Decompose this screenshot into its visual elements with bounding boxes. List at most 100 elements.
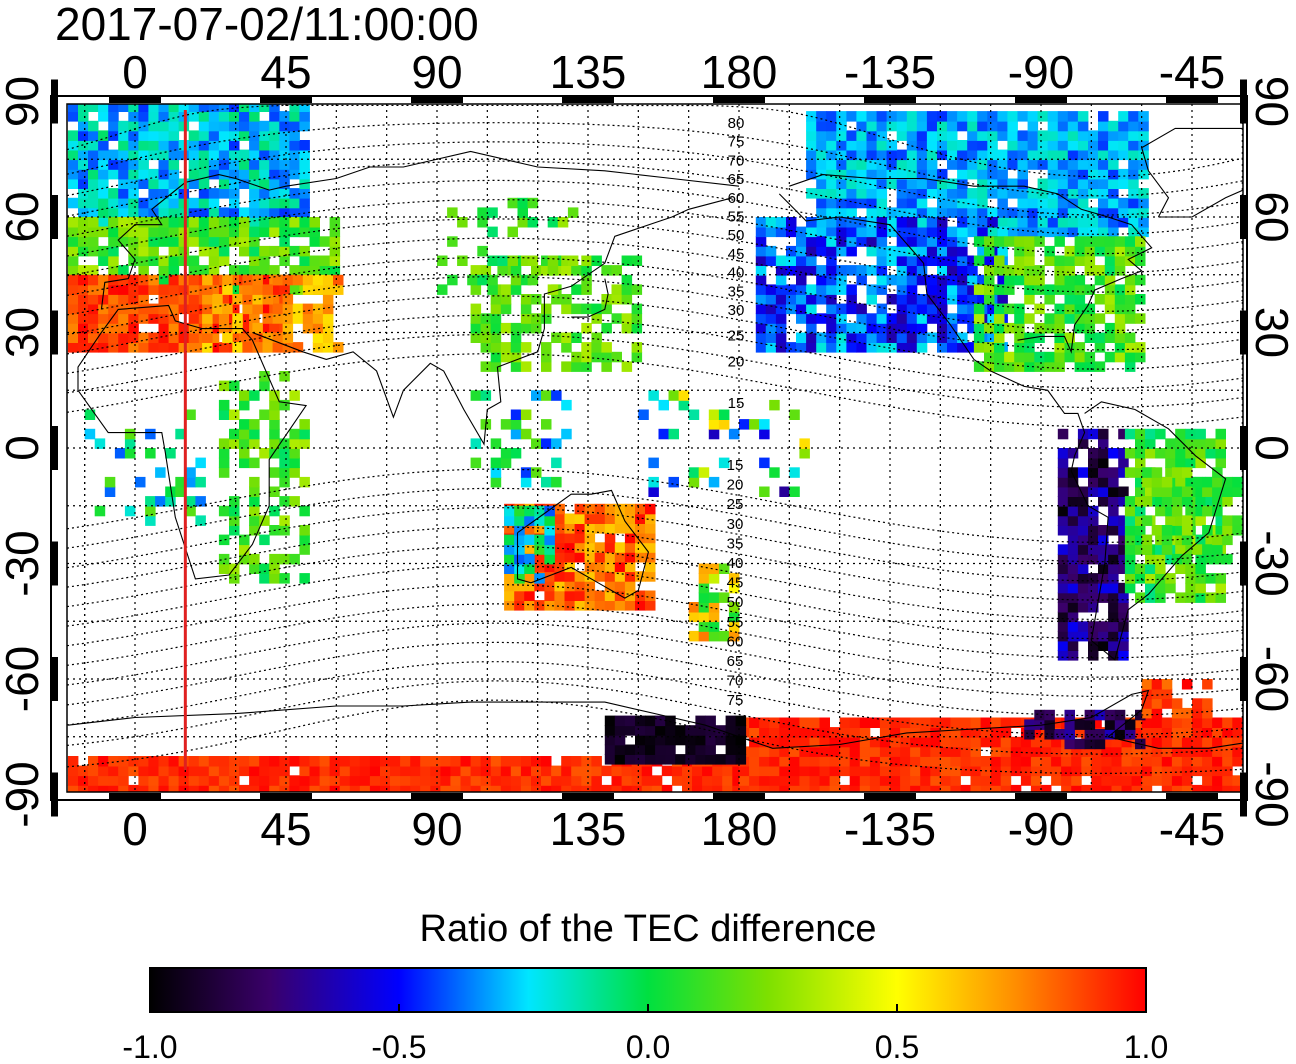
tec-cell bbox=[1098, 563, 1109, 574]
tec-cell bbox=[128, 149, 139, 161]
tec-cell bbox=[926, 284, 938, 295]
tec-cell bbox=[108, 322, 119, 334]
tec-cell bbox=[447, 236, 458, 247]
tec-cell bbox=[856, 159, 867, 170]
tec-cell bbox=[571, 784, 582, 792]
tec-cell bbox=[916, 322, 928, 334]
tec-cell bbox=[232, 313, 243, 324]
tec-cell bbox=[1138, 140, 1149, 151]
tec-cell bbox=[208, 207, 220, 218]
tec-cell bbox=[108, 111, 119, 122]
tec-cell bbox=[1141, 698, 1153, 709]
tec-cell bbox=[1135, 255, 1146, 266]
tec-cell bbox=[920, 746, 931, 757]
tec-cell bbox=[1104, 255, 1116, 266]
tec-cell bbox=[1094, 294, 1106, 305]
tec-cell bbox=[104, 476, 116, 488]
tec-cell bbox=[631, 284, 643, 295]
tec-cell bbox=[970, 727, 981, 738]
tec-cell bbox=[937, 226, 948, 238]
tec-cell bbox=[1027, 120, 1039, 132]
tec-cell bbox=[504, 515, 515, 526]
tec-cell bbox=[826, 120, 837, 132]
tec-cell bbox=[702, 765, 713, 777]
tec-cell bbox=[98, 217, 109, 228]
tec-cell bbox=[148, 104, 159, 112]
tec-cell bbox=[591, 313, 602, 324]
tec-cell bbox=[198, 159, 210, 170]
tec-cell bbox=[896, 168, 908, 180]
tec-cell bbox=[786, 217, 797, 228]
tec-cell bbox=[1091, 717, 1102, 728]
tec-cell bbox=[1202, 525, 1213, 536]
tec-cell bbox=[973, 284, 985, 295]
tec-cell bbox=[641, 775, 653, 786]
tec-cell bbox=[896, 197, 908, 209]
tec-cell bbox=[531, 467, 542, 478]
tec-cell bbox=[655, 744, 666, 755]
lon-tick-top: 90 bbox=[411, 46, 462, 98]
contour-label: 25 bbox=[727, 496, 744, 513]
tec-cell bbox=[906, 274, 918, 286]
tec-cell bbox=[1044, 284, 1055, 295]
tec-cell bbox=[960, 765, 971, 777]
tec-cell bbox=[1037, 217, 1049, 228]
tec-cell bbox=[947, 332, 958, 343]
tec-cell bbox=[708, 621, 720, 632]
tec-cell bbox=[168, 274, 180, 286]
tec-cell bbox=[510, 361, 522, 372]
tec-cell bbox=[890, 784, 901, 792]
tec-cell bbox=[581, 351, 592, 363]
tec-cell bbox=[980, 717, 992, 728]
tec-cell bbox=[547, 265, 559, 276]
tec-cell bbox=[470, 332, 482, 343]
tec-cell bbox=[1114, 313, 1126, 324]
tec-cell bbox=[1205, 438, 1216, 449]
tec-cell bbox=[624, 580, 636, 592]
tec-cell bbox=[879, 717, 891, 728]
tec-cell bbox=[906, 342, 918, 353]
tec-cell bbox=[1057, 120, 1069, 132]
tec-cell bbox=[856, 111, 867, 122]
tec-cell bbox=[987, 207, 998, 218]
tec-cell bbox=[67, 168, 79, 180]
tec-cell bbox=[1067, 168, 1079, 180]
tec-cell bbox=[624, 754, 636, 765]
tec-cell bbox=[1088, 188, 1099, 199]
tec-cell bbox=[816, 332, 827, 343]
contour-line bbox=[67, 641, 1243, 717]
tec-cell bbox=[229, 525, 240, 536]
tec-cell bbox=[239, 313, 250, 324]
tec-cell bbox=[836, 178, 847, 189]
tec-cell bbox=[1034, 274, 1045, 286]
tec-cell bbox=[1041, 765, 1052, 777]
tec-cell bbox=[1141, 784, 1153, 792]
tec-cell bbox=[604, 754, 616, 765]
tec-cell bbox=[1077, 111, 1089, 122]
tec-cell bbox=[926, 159, 938, 170]
tec-cell bbox=[967, 294, 978, 305]
tec-cell bbox=[510, 419, 522, 430]
tec-cell bbox=[239, 149, 250, 161]
tick-mark bbox=[864, 96, 916, 103]
tec-cell bbox=[816, 197, 827, 209]
tec-cell bbox=[198, 756, 210, 767]
tec-cell bbox=[500, 294, 512, 305]
tec-cell bbox=[138, 104, 149, 112]
tec-cell bbox=[973, 255, 985, 266]
tec-cell bbox=[534, 534, 545, 546]
tec-cell bbox=[312, 313, 324, 324]
tec-cell bbox=[1108, 486, 1119, 497]
tec-cell bbox=[1030, 775, 1042, 786]
tec-cell bbox=[1161, 784, 1173, 792]
tec-cell bbox=[826, 197, 837, 209]
tec-cell bbox=[1074, 255, 1086, 266]
tec-cell bbox=[282, 313, 294, 324]
tec-cell bbox=[1014, 351, 1025, 363]
tec-cell bbox=[1108, 476, 1119, 488]
tec-cell bbox=[514, 573, 525, 584]
tec-cell bbox=[866, 168, 877, 180]
tec-cell bbox=[779, 486, 790, 497]
tec-cell bbox=[218, 448, 230, 459]
contour-label: 40 bbox=[728, 265, 745, 282]
